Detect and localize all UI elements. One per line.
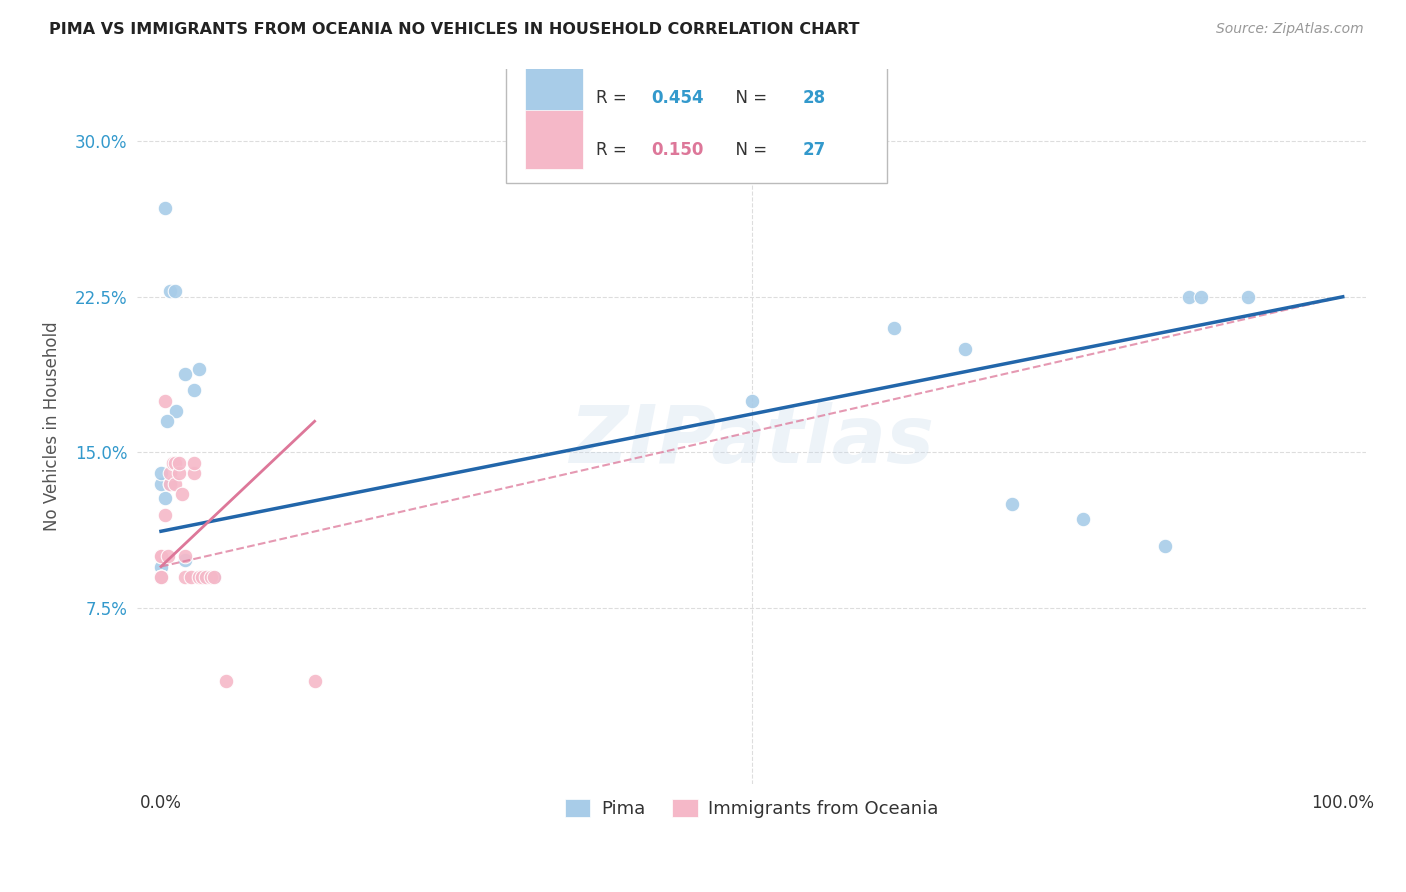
Point bbox=[159, 476, 181, 491]
Point bbox=[183, 456, 205, 470]
Text: 27: 27 bbox=[803, 141, 825, 159]
Point bbox=[150, 476, 173, 491]
Point bbox=[173, 549, 195, 564]
Text: 0.150: 0.150 bbox=[651, 141, 703, 159]
Point bbox=[159, 284, 181, 298]
Point bbox=[741, 393, 763, 408]
Text: N =: N = bbox=[725, 89, 772, 107]
Point bbox=[187, 362, 209, 376]
Point bbox=[1178, 290, 1201, 304]
Point bbox=[187, 570, 209, 584]
Point bbox=[165, 284, 187, 298]
Text: 28: 28 bbox=[803, 89, 825, 107]
Text: 0.454: 0.454 bbox=[651, 89, 704, 107]
Point bbox=[304, 673, 326, 688]
Point bbox=[150, 559, 173, 574]
Point bbox=[153, 393, 176, 408]
Point bbox=[1237, 290, 1260, 304]
Point bbox=[1001, 497, 1024, 511]
Text: N =: N = bbox=[725, 141, 772, 159]
Point bbox=[1189, 290, 1212, 304]
FancyBboxPatch shape bbox=[506, 65, 887, 183]
Point bbox=[162, 456, 184, 470]
Text: Source: ZipAtlas.com: Source: ZipAtlas.com bbox=[1216, 22, 1364, 37]
FancyBboxPatch shape bbox=[524, 110, 583, 169]
Point bbox=[165, 476, 187, 491]
Point bbox=[173, 570, 195, 584]
Point bbox=[1154, 539, 1177, 553]
Point bbox=[194, 570, 217, 584]
Point bbox=[172, 487, 194, 501]
Point bbox=[173, 553, 195, 567]
Y-axis label: No Vehicles in Household: No Vehicles in Household bbox=[44, 322, 60, 532]
Text: R =: R = bbox=[596, 141, 631, 159]
Point bbox=[191, 570, 214, 584]
Point bbox=[202, 570, 225, 584]
Point bbox=[150, 570, 173, 584]
Point bbox=[183, 383, 205, 397]
Point bbox=[200, 570, 222, 584]
Point bbox=[1071, 512, 1094, 526]
Point bbox=[159, 476, 181, 491]
Point bbox=[173, 367, 195, 381]
FancyBboxPatch shape bbox=[524, 62, 583, 121]
Point bbox=[150, 570, 173, 584]
Text: R =: R = bbox=[596, 89, 631, 107]
Point bbox=[202, 570, 225, 584]
Legend: Pima, Immigrants from Oceania: Pima, Immigrants from Oceania bbox=[558, 792, 946, 825]
Point bbox=[157, 549, 180, 564]
Point bbox=[150, 570, 173, 584]
Point bbox=[165, 456, 187, 470]
Point bbox=[167, 456, 190, 470]
Point bbox=[953, 342, 976, 356]
Point bbox=[156, 414, 179, 428]
Point bbox=[215, 673, 238, 688]
Point bbox=[165, 404, 187, 418]
Text: ZIPatlas: ZIPatlas bbox=[569, 401, 935, 480]
Text: PIMA VS IMMIGRANTS FROM OCEANIA NO VEHICLES IN HOUSEHOLD CORRELATION CHART: PIMA VS IMMIGRANTS FROM OCEANIA NO VEHIC… bbox=[49, 22, 859, 37]
Point bbox=[153, 508, 176, 522]
Point bbox=[150, 570, 173, 584]
Point bbox=[167, 466, 190, 480]
Point bbox=[150, 466, 173, 480]
Point bbox=[150, 570, 173, 584]
Point bbox=[194, 570, 217, 584]
Point bbox=[150, 549, 173, 564]
Point bbox=[159, 466, 181, 480]
Point bbox=[180, 570, 202, 584]
Point bbox=[150, 549, 173, 564]
Point bbox=[883, 321, 905, 335]
Point bbox=[153, 201, 176, 215]
Point bbox=[153, 491, 176, 505]
Point bbox=[183, 466, 205, 480]
